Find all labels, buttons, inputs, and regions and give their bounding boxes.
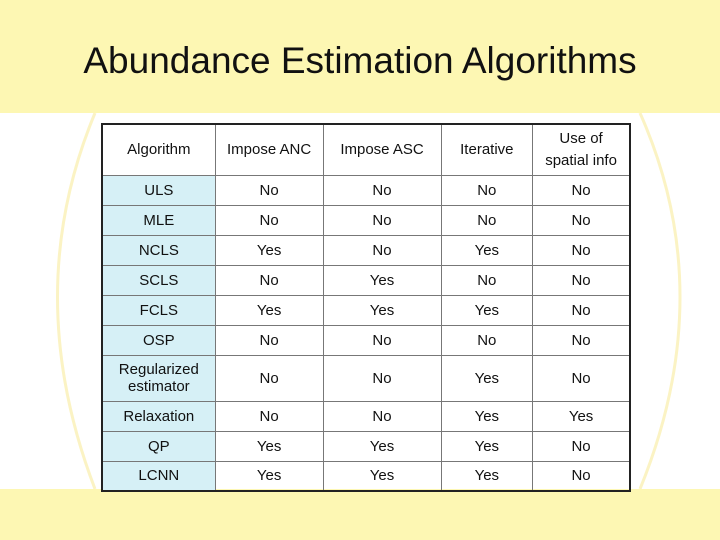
cell-iterative: Yes <box>440 430 534 462</box>
cell-iterative: Yes <box>440 294 534 326</box>
cell-spatial-info: No <box>532 430 631 462</box>
cell-impose-anc: No <box>214 174 324 206</box>
cell-impose-asc: Yes <box>322 294 442 326</box>
cell-spatial-info: No <box>532 294 631 326</box>
row-algorithm-name: SCLS <box>101 264 216 296</box>
row-algorithm-name: Regularized estimator <box>101 354 216 402</box>
table-row: LCNN Yes Yes Yes No <box>101 460 631 492</box>
title-band <box>0 0 720 113</box>
cell-impose-anc: No <box>214 204 324 236</box>
header-algorithm: Algorithm <box>101 123 216 176</box>
cell-impose-asc: No <box>322 234 442 266</box>
background-arcs <box>56 113 682 489</box>
cell-spatial-info: No <box>532 324 631 356</box>
cell-iterative: No <box>440 174 534 206</box>
cell-spatial-info: No <box>532 174 631 206</box>
row-algorithm-name: MLE <box>101 204 216 236</box>
bottom-band <box>0 489 720 540</box>
table-row: Regularized estimator No No Yes No <box>101 354 631 402</box>
cell-spatial-info: No <box>532 234 631 266</box>
row-algorithm-name: OSP <box>101 324 216 356</box>
cell-impose-anc: Yes <box>214 294 324 326</box>
header-spatial-info: Use of spatial info <box>532 123 631 176</box>
table-row: NCLS Yes No Yes No <box>101 234 631 266</box>
slide-title: Abundance Estimation Algorithms <box>83 40 637 81</box>
cell-impose-asc: No <box>322 174 442 206</box>
cell-spatial-info: No <box>532 204 631 236</box>
table-row: QP Yes Yes Yes No <box>101 430 631 462</box>
table-row: Relaxation No No Yes Yes <box>101 400 631 432</box>
cell-iterative: No <box>440 204 534 236</box>
cell-iterative: No <box>440 324 534 356</box>
cell-impose-anc: No <box>214 400 324 432</box>
cell-impose-anc: No <box>214 264 324 296</box>
row-algorithm-name: Relaxation <box>101 400 216 432</box>
row-algorithm-name: NCLS <box>101 234 216 266</box>
table-row: MLE No No No No <box>101 204 631 236</box>
table-row: ULS No No No No <box>101 174 631 206</box>
cell-iterative: Yes <box>440 400 534 432</box>
cell-spatial-info: No <box>532 264 631 296</box>
cell-impose-asc: No <box>322 324 442 356</box>
cell-spatial-info: Yes <box>532 400 631 432</box>
cell-impose-asc: No <box>322 400 442 432</box>
cell-impose-asc: Yes <box>322 430 442 462</box>
row-algorithm-name: QP <box>101 430 216 462</box>
cell-impose-asc: No <box>322 204 442 236</box>
algorithm-comparison-table: Algorithm Impose ANC Impose ASC Iterativ… <box>101 123 631 492</box>
cell-spatial-info: No <box>532 460 631 492</box>
cell-impose-asc: Yes <box>322 264 442 296</box>
table-row: SCLS No Yes No No <box>101 264 631 296</box>
row-algorithm-name: LCNN <box>101 460 216 492</box>
cell-impose-anc: Yes <box>214 430 324 462</box>
cell-impose-anc: Yes <box>214 234 324 266</box>
cell-iterative: Yes <box>440 234 534 266</box>
cell-impose-anc: Yes <box>214 460 324 492</box>
table-row: OSP No No No No <box>101 324 631 356</box>
cell-iterative: Yes <box>440 460 534 492</box>
header-row: Algorithm Impose ANC Impose ASC Iterativ… <box>101 123 631 176</box>
cell-impose-asc: Yes <box>322 460 442 492</box>
cell-impose-asc: No <box>322 354 442 402</box>
header-impose-asc: Impose ASC <box>322 123 442 176</box>
cell-impose-anc: No <box>214 324 324 356</box>
cell-iterative: Yes <box>440 354 534 402</box>
header-iterative: Iterative <box>440 123 534 176</box>
cell-spatial-info: No <box>532 354 631 402</box>
cell-impose-anc: No <box>214 354 324 402</box>
cell-iterative: No <box>440 264 534 296</box>
table-row: FCLS Yes Yes Yes No <box>101 294 631 326</box>
header-impose-anc: Impose ANC <box>214 123 324 176</box>
row-algorithm-name: ULS <box>101 174 216 206</box>
row-algorithm-name: FCLS <box>101 294 216 326</box>
